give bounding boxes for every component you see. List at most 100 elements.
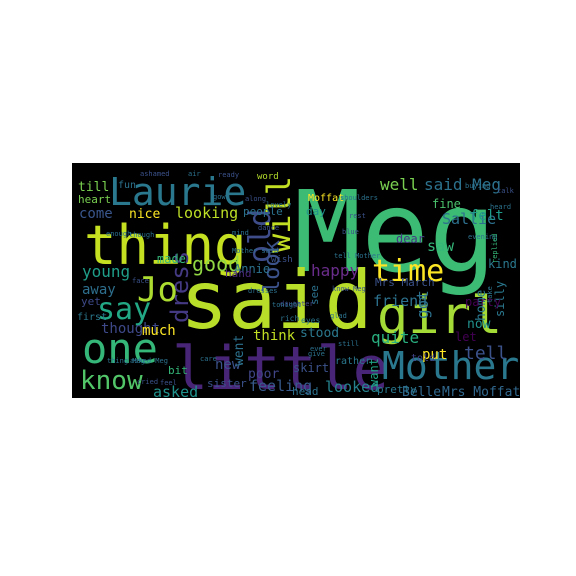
word-evening: evening [468, 233, 498, 241]
word-cried: cried [137, 378, 158, 386]
word-rich: rich [280, 314, 299, 323]
word-mrs-moffat: Mrs Moffat [442, 385, 520, 398]
word-tell: tell [464, 343, 507, 364]
word-glad: glad [330, 312, 347, 320]
word-say: say [97, 292, 151, 327]
word-face: face [132, 277, 149, 285]
word-dresses: dresses [248, 287, 278, 295]
word-felt: felt [470, 208, 504, 224]
word-stood: stood [300, 326, 339, 341]
word-cloud-words: MegsaidlittlethinggirlLaurieMotheroneJos… [77, 168, 520, 398]
word-dance: dance [258, 224, 279, 232]
word-well: well [380, 175, 419, 194]
word-still: still [338, 340, 359, 348]
word-saw: saw [427, 237, 455, 255]
word-old: old [243, 209, 278, 263]
word-moffat: Moffat [308, 193, 344, 204]
word-want: want [367, 358, 381, 387]
word-feel: feel [160, 379, 177, 387]
word-away: away [82, 282, 116, 298]
word-dress: dress [166, 251, 194, 323]
word-much: much [142, 323, 176, 339]
word-lovely: lovely [266, 201, 291, 209]
word-hand: hand [225, 267, 252, 280]
word-wish: wish [271, 255, 293, 265]
word-yet: yet [81, 295, 101, 308]
word-feeling: feeling [249, 377, 312, 395]
word-enough: enough [106, 230, 131, 238]
word-air: air [188, 170, 201, 178]
word-know: know [80, 366, 143, 396]
word-time: time [372, 254, 444, 289]
word-though: though [129, 231, 154, 239]
word-rather: rather [335, 356, 371, 367]
word-pretty: pretty [377, 383, 417, 396]
word-look: look [260, 240, 285, 293]
word-good: good [192, 252, 240, 276]
word-friend: friend [373, 292, 427, 310]
word-tonight: tonight [272, 301, 302, 309]
word-thing-meg: thing Meg [107, 357, 145, 365]
word-mrs-march: Mrs March [375, 276, 435, 289]
word-tell-mother: tell Mother [334, 252, 380, 260]
word-give: give [308, 350, 325, 358]
word-people: people [243, 205, 283, 218]
word-ashamed: ashamed [140, 170, 170, 178]
word-heard: heard [490, 203, 511, 211]
word-mind: mind [232, 229, 249, 237]
word-told: told [411, 353, 435, 364]
word-looking: looking [175, 204, 238, 222]
word-jo: Jo [137, 270, 178, 310]
word-silly: silly [493, 281, 507, 317]
word-skirt: skirt [293, 361, 329, 375]
word-cloud-background [72, 163, 520, 398]
word-talk: talk [497, 187, 515, 195]
word-fine: fine [432, 197, 461, 211]
word-kind: kind [488, 257, 517, 271]
word-gown: gown [213, 193, 230, 201]
word-home: home [474, 290, 489, 321]
word-said-meg: said Meg [424, 175, 501, 194]
word-will: will [260, 176, 298, 253]
word-party: party [465, 295, 501, 309]
word-little: little [172, 334, 389, 398]
word-daughter: daughter [280, 300, 314, 308]
word-mother: Mother [382, 344, 519, 388]
word-cloud: Meg said little thing girl Laurie Mother one Jo s… [72, 163, 520, 398]
word-sallie: Sallie [442, 210, 496, 228]
word-ever: ever [310, 345, 327, 353]
word-know-meg: know Meg [332, 285, 366, 293]
word-ready: ready [218, 171, 239, 179]
word-dear: dear [396, 232, 425, 246]
word-see: see [308, 285, 321, 305]
word-nice: nice [129, 207, 160, 222]
word-said: said [180, 254, 373, 347]
word-mother-said: Mother said [232, 247, 278, 255]
word-asked: asked [153, 383, 198, 398]
word-think: think [253, 328, 296, 344]
word-head: head [292, 385, 319, 398]
word-now: now [467, 317, 491, 332]
word-first: first [77, 312, 107, 323]
word-word: word [257, 172, 279, 182]
word-come: come [79, 206, 113, 222]
word-bit: bit [168, 364, 188, 377]
word-went: went [232, 335, 247, 366]
word-quite: quite [371, 328, 419, 347]
word-made: made [157, 252, 186, 266]
word-care: care [200, 355, 217, 363]
word-day: day [306, 205, 326, 218]
word-fun: fun [118, 180, 136, 191]
word-one: one [82, 324, 158, 373]
word-till: till [78, 180, 109, 195]
word-shoulders: shoulders [340, 194, 378, 202]
word-let: let [455, 330, 477, 344]
word-belle: Belle [402, 385, 441, 398]
word-thought: thought [101, 321, 160, 337]
word-annie: Annie [234, 262, 270, 276]
word-got: got [413, 290, 432, 319]
word-thing: thing [84, 214, 247, 277]
word-girl: girl [377, 286, 502, 346]
word-replied: replied [491, 233, 499, 263]
word-young: young [82, 262, 130, 281]
